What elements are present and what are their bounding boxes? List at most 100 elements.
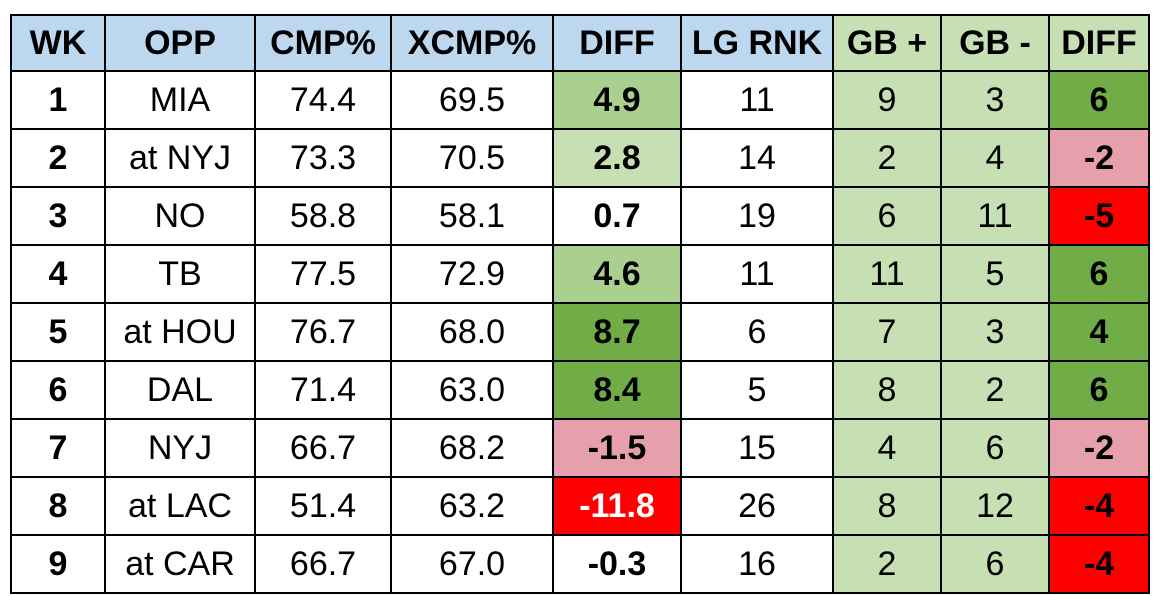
cell-diff: 8.4	[552, 360, 682, 420]
cell-gbdiff: 6	[1048, 244, 1150, 304]
cell-gbp: 8	[832, 476, 942, 536]
cell-gbdiff: -2	[1048, 128, 1150, 188]
cell-opp: TB	[104, 244, 256, 304]
cell-gbdiff: 4	[1048, 302, 1150, 362]
header-xcmp: XCMP%	[390, 14, 554, 72]
cell-diff: 4.9	[552, 70, 682, 130]
cell-gbm: 4	[940, 128, 1050, 188]
cell-cmp: 71.4	[254, 360, 392, 420]
cell-xcmp: 72.9	[390, 244, 554, 304]
cell-cmp: 58.8	[254, 186, 392, 246]
cell-opp: at LAC	[104, 476, 256, 536]
cell-rnk: 19	[680, 186, 834, 246]
cell-opp: DAL	[104, 360, 256, 420]
header-gbm: GB -	[940, 14, 1050, 72]
cell-gbdiff: 6	[1048, 360, 1150, 420]
header-row: WK OPP CMP% XCMP% DIFF LG RNK GB + GB - DIFF	[10, 14, 1150, 72]
cell-xcmp: 70.5	[390, 128, 554, 188]
cell-gbm: 3	[940, 70, 1050, 130]
cell-wk: 2	[10, 128, 106, 188]
cell-gbp: 2	[832, 128, 942, 188]
table-row: 4 TB 77.5 72.9 4.6 11 11 5 6	[10, 244, 1150, 304]
cell-gbdiff: -2	[1048, 418, 1150, 478]
cell-xcmp: 63.0	[390, 360, 554, 420]
table-row: 8 at LAC 51.4 63.2 -11.8 26 8 12 -4	[10, 476, 1150, 536]
cell-xcmp: 69.5	[390, 70, 554, 130]
cell-xcmp: 58.1	[390, 186, 554, 246]
cell-gbm: 11	[940, 186, 1050, 246]
cell-opp: MIA	[104, 70, 256, 130]
cell-gbp: 7	[832, 302, 942, 362]
cell-cmp: 73.3	[254, 128, 392, 188]
cell-cmp: 66.7	[254, 534, 392, 594]
cell-rnk: 16	[680, 534, 834, 594]
header-rnk: LG RNK	[680, 14, 834, 72]
cell-wk: 8	[10, 476, 106, 536]
header-gbdiff: DIFF	[1048, 14, 1150, 72]
cell-opp: NYJ	[104, 418, 256, 478]
cell-wk: 6	[10, 360, 106, 420]
cell-gbp: 8	[832, 360, 942, 420]
cell-rnk: 14	[680, 128, 834, 188]
completion-stats-table: WK OPP CMP% XCMP% DIFF LG RNK GB + GB - DIFF 1 MI…	[10, 14, 1150, 594]
cell-rnk: 15	[680, 418, 834, 478]
table-row: 3 NO 58.8 58.1 0.7 19 6 11 -5	[10, 186, 1150, 246]
cell-rnk: 6	[680, 302, 834, 362]
cell-rnk: 11	[680, 70, 834, 130]
cell-gbp: 4	[832, 418, 942, 478]
cell-xcmp: 63.2	[390, 476, 554, 536]
cell-rnk: 5	[680, 360, 834, 420]
cell-gbp: 2	[832, 534, 942, 594]
cell-gbdiff: 6	[1048, 70, 1150, 130]
cell-diff: 0.7	[552, 186, 682, 246]
cell-gbm: 12	[940, 476, 1050, 536]
cell-rnk: 11	[680, 244, 834, 304]
cell-xcmp: 68.0	[390, 302, 554, 362]
cell-gbm: 6	[940, 418, 1050, 478]
table-row: 5 at HOU 76.7 68.0 8.7 6 7 3 4	[10, 302, 1150, 362]
cell-wk: 1	[10, 70, 106, 130]
cell-gbdiff: -4	[1048, 534, 1150, 594]
header-gbp: GB +	[832, 14, 942, 72]
cell-gbm: 5	[940, 244, 1050, 304]
cell-cmp: 74.4	[254, 70, 392, 130]
cell-gbp: 6	[832, 186, 942, 246]
cell-wk: 4	[10, 244, 106, 304]
table-row: 6 DAL 71.4 63.0 8.4 5 8 2 6	[10, 360, 1150, 420]
cell-gbm: 3	[940, 302, 1050, 362]
cell-wk: 3	[10, 186, 106, 246]
cell-diff: -1.5	[552, 418, 682, 478]
header-wk: WK	[10, 14, 106, 72]
cell-cmp: 51.4	[254, 476, 392, 536]
cell-diff: -0.3	[552, 534, 682, 594]
cell-wk: 7	[10, 418, 106, 478]
table-row: 2 at NYJ 73.3 70.5 2.8 14 2 4 -2	[10, 128, 1150, 188]
cell-gbp: 9	[832, 70, 942, 130]
cell-wk: 5	[10, 302, 106, 362]
cell-gbm: 6	[940, 534, 1050, 594]
cell-diff: -11.8	[552, 476, 682, 536]
header-cmp: CMP%	[254, 14, 392, 72]
cell-opp: at HOU	[104, 302, 256, 362]
cell-gbp: 11	[832, 244, 942, 304]
cell-xcmp: 68.2	[390, 418, 554, 478]
cell-opp: at NYJ	[104, 128, 256, 188]
cell-diff: 8.7	[552, 302, 682, 362]
cell-gbdiff: -4	[1048, 476, 1150, 536]
header-opp: OPP	[104, 14, 256, 72]
cell-opp: NO	[104, 186, 256, 246]
cell-cmp: 66.7	[254, 418, 392, 478]
cell-wk: 9	[10, 534, 106, 594]
table-row: 9 at CAR 66.7 67.0 -0.3 16 2 6 -4	[10, 534, 1150, 594]
cell-cmp: 77.5	[254, 244, 392, 304]
table-row: 1 MIA 74.4 69.5 4.9 11 9 3 6	[10, 70, 1150, 130]
cell-gbdiff: -5	[1048, 186, 1150, 246]
cell-diff: 2.8	[552, 128, 682, 188]
cell-rnk: 26	[680, 476, 834, 536]
cell-gbm: 2	[940, 360, 1050, 420]
cell-diff: 4.6	[552, 244, 682, 304]
cell-opp: at CAR	[104, 534, 256, 594]
cell-xcmp: 67.0	[390, 534, 554, 594]
header-diff: DIFF	[552, 14, 682, 72]
cell-cmp: 76.7	[254, 302, 392, 362]
